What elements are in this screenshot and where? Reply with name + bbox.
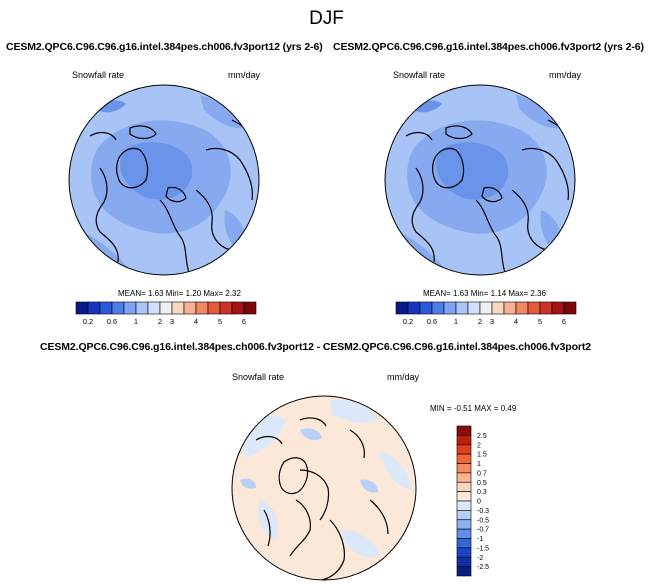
colorbar-3-swatch [456,566,472,577]
colorbar-1-tick-label: 0.6 [107,317,117,326]
colorbar-3-tick-label: 0 [477,499,481,506]
panel-3-title: CESM2.QPC6.C96.C96.g16.intel.384pes.ch00… [40,341,592,353]
colorbar-2-tick-label: 0.2 [403,317,413,326]
colorbar-2-swatch [539,301,553,315]
panel-3-variable: Snowfall rate [232,372,285,382]
colorbar-3-swatch [456,463,472,474]
colorbar-2-swatch [527,301,541,315]
colorbar-2-swatch [467,301,481,315]
page-title: DJF [309,8,344,29]
colorbar-2-tick-label: 5 [538,317,542,326]
colorbar-2-swatch [551,301,565,315]
colorbar-1-tick-label: 3 [170,317,174,326]
colorbar-1-tick-label: 1 [134,317,138,326]
panel-1-stats: MEAN= 1.63 Min= 1.20 Max= 2.32 [118,289,241,298]
colorbar-3-swatch [456,500,472,511]
colorbar-2-swatch [479,301,493,315]
colorbar-1-tick-label: 4 [194,317,198,326]
colorbar-3-tick-label: -1.5 [477,545,489,552]
colorbar-3-tick-label: -0.5 [477,517,489,524]
colorbar-3-swatch [456,453,472,464]
colorbar-1-tick-label: 5 [218,317,222,326]
panel-2-units: mm/day [549,70,582,80]
colorbar-3-swatch [456,547,472,558]
colorbar-1-swatch [87,301,101,315]
colorbar-1-swatch [171,301,185,315]
colorbar-2-swatch [395,301,409,315]
panel-1-variable: Snowfall rate [72,70,125,80]
colorbar-1-swatch [123,301,137,315]
panel-2-stats: MEAN= 1.63 Min= 1.14 Max= 2.36 [423,289,546,298]
colorbar-1-swatch [231,301,245,315]
colorbar-3-tick-label: 0.7 [477,470,487,477]
colorbar-3-tick-label: 1 [477,461,481,468]
colorbar-panel-2: 0.2 0.6 1 2 3 4 5 6 [395,301,577,326]
colorbar-1-swatch [207,301,221,315]
colorbar-1-tick-label: 2 [158,317,162,326]
colorbar-3-swatch [456,481,472,492]
colorbar-2-tick-label: 0.6 [427,317,437,326]
panel-2-variable: Snowfall rate [393,70,446,80]
colorbar-3-swatch [456,425,472,436]
colorbar-3-tick-label: -2.5 [477,564,489,571]
colorbar-2-tick-label: 3 [490,317,494,326]
colorbar-1-swatch [195,301,209,315]
colorbar-2-tick-label: 2 [478,317,482,326]
colorbar-1-swatch [243,301,257,315]
map-3-field [232,396,416,580]
colorbar-3-swatch [456,538,472,549]
colorbar-3-tick-label: -0.3 [477,508,489,515]
colorbar-2-swatch [503,301,517,315]
colorbar-3-swatch [456,528,472,539]
colorbar-2-tick-label: 6 [562,317,566,326]
colorbar-3-swatch [456,472,472,483]
colorbar-2-tick-label: 4 [514,317,518,326]
colorbar-2-swatch [515,301,529,315]
colorbar-1-swatch [99,301,113,315]
colorbar-2-swatch [419,301,433,315]
colorbar-3-tick-label: 2.5 [477,433,487,440]
colorbar-3-swatch [456,444,472,455]
colorbar-1-swatch [147,301,161,315]
colorbar-3-swatch [456,510,472,521]
colorbar-1-swatch [111,301,125,315]
colorbar-3-swatch [456,491,472,502]
colorbar-3-swatch [456,435,472,446]
colorbar-1-tick-label: 0.2 [83,317,93,326]
colorbar-3-swatch [456,556,472,567]
map-2-field [385,85,575,275]
colorbar-3-tick-label: 0.3 [477,489,487,496]
panel-3-stats: MIN = -0.51 MAX = 0.49 [430,404,517,413]
colorbar-2-tick-label: 1 [454,317,458,326]
colorbar-panel-1: 0.2 0.6 1 2 3 4 5 6 [75,301,257,326]
colorbar-2-swatch [491,301,505,315]
colorbar-3-tick-label: 2 [477,442,481,449]
colorbar-1-tick-label: 6 [242,317,246,326]
colorbar-1-swatch [135,301,149,315]
colorbar-3-tick-label: -0.7 [477,527,489,534]
colorbar-2-swatch [563,301,577,315]
colorbar-2-swatch [407,301,421,315]
colorbar-2-swatch [455,301,469,315]
colorbar-2-swatch [443,301,457,315]
colorbar-1-swatch [75,301,89,315]
colorbar-3-tick-label: 0.5 [477,480,487,487]
panel-2-title: CESM2.QPC6.C96.C96.g16.intel.384pes.ch00… [333,41,644,53]
colorbar-1-swatch [183,301,197,315]
colorbar-1-swatch [219,301,233,315]
colorbar-panel-3: 2.5 2 1.5 1 0.7 0.5 0.3 0 -0.3 -0.5 -0.7 -1 -1.5 -2 -2… [456,425,489,577]
map-1-field [69,85,259,275]
colorbar-3-tick-label: -2 [477,555,483,562]
colorbar-3-tick-label: -1 [477,536,483,543]
panel-1-units: mm/day [228,70,261,80]
colorbar-2-swatch [431,301,445,315]
colorbar-3-tick-label: 1.5 [477,452,487,459]
colorbar-3-swatch [456,519,472,530]
panel-1-title: CESM2.QPC6.C96.C96.g16.intel.384pes.ch00… [6,41,323,53]
colorbar-1-swatch [159,301,173,315]
panel-3-units: mm/day [387,372,420,382]
